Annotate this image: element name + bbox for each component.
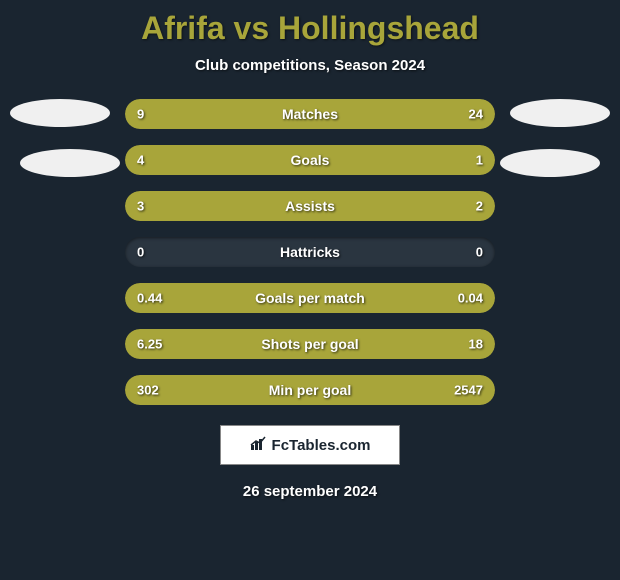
stat-row: 6.25 18 Shots per goal [0,329,620,359]
player-placeholder-ellipse [510,99,610,127]
watermark-badge: FcTables.com [220,425,400,465]
stat-bar-container: 6.25 18 Shots per goal [125,329,495,359]
stat-value-right: 2547 [454,383,483,398]
stat-value-left: 0 [137,245,144,260]
player-placeholder-ellipse [20,149,120,177]
stat-label: Min per goal [269,382,351,398]
stat-value-right: 2 [476,199,483,214]
player-placeholder-ellipse [10,99,110,127]
stat-bar-container: 302 2547 Min per goal [125,375,495,405]
stat-label: Shots per goal [261,336,358,352]
chart-icon [250,436,268,454]
stat-value-right: 24 [469,107,483,122]
stat-bar-right [347,191,495,221]
watermark-text: FcTables.com [272,437,371,454]
stat-value-left: 0.44 [137,291,162,306]
stat-label: Goals per match [255,290,365,306]
stat-bar-container: 0.44 0.04 Goals per match [125,283,495,313]
stat-label: Matches [282,106,338,122]
stat-bar-left [125,145,421,175]
stat-row: 0 0 Hattricks [0,237,620,267]
stat-bar-container: 4 1 Goals [125,145,495,175]
stat-label: Assists [285,198,335,214]
stat-value-left: 9 [137,107,144,122]
stat-value-right: 0 [476,245,483,260]
comparison-subtitle: Club competitions, Season 2024 [0,57,620,74]
stat-value-right: 18 [469,337,483,352]
chart-area: 9 24 Matches 4 1 Goals 3 2 Assists 0 0 Hattricks 0.4… [0,99,620,405]
stat-row: 302 2547 Min per goal [0,375,620,405]
comparison-date: 26 september 2024 [0,483,620,500]
stat-label: Goals [291,152,330,168]
stat-value-left: 6.25 [137,337,162,352]
stat-row: 3 2 Assists [0,191,620,221]
stat-value-right: 0.04 [458,291,483,306]
stat-bar-container: 9 24 Matches [125,99,495,129]
player-placeholder-ellipse [500,149,600,177]
stat-value-left: 302 [137,383,159,398]
stat-bar-right [225,99,495,129]
stat-value-left: 4 [137,153,144,168]
stat-bar-right [421,145,495,175]
stat-row: 0.44 0.04 Goals per match [0,283,620,313]
stat-value-right: 1 [476,153,483,168]
comparison-title: Afrifa vs Hollingshead [0,0,620,47]
stat-value-left: 3 [137,199,144,214]
stat-bar-container: 3 2 Assists [125,191,495,221]
stat-label: Hattricks [280,244,340,260]
stat-bar-container: 0 0 Hattricks [125,237,495,267]
